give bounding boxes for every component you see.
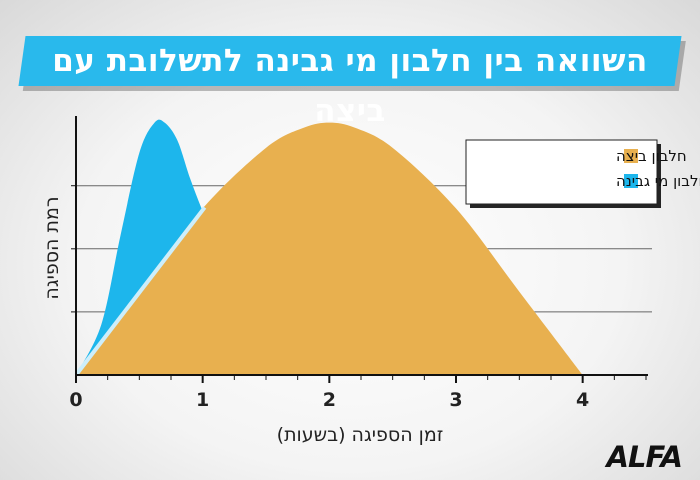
series-area-egg bbox=[76, 122, 583, 375]
legend-label-whey: חלבון מי גבינה bbox=[616, 172, 700, 190]
legend-swatch-whey bbox=[624, 174, 638, 188]
x-tick-label-4: 4 bbox=[576, 389, 589, 411]
x-axis-label: זמן הספיגה (בשעות) bbox=[277, 424, 444, 446]
legend: חלבון ביצה חלבון מי גבינה bbox=[465, 139, 700, 208]
axes bbox=[71, 116, 648, 383]
series-areas bbox=[74, 119, 583, 377]
x-tick-label-0: 0 bbox=[69, 389, 82, 411]
legend-swatch-egg bbox=[624, 149, 638, 163]
chart-title: השוואה בין חלבון מי גבינה לתשלובת עם ביצ… bbox=[52, 43, 648, 129]
brand-logo: ALFA bbox=[606, 440, 683, 474]
x-tick-labels: 0 1 2 3 4 bbox=[69, 389, 589, 411]
x-tick-label-2: 2 bbox=[323, 389, 336, 411]
x-tick-label-1: 1 bbox=[196, 389, 209, 411]
legend-label-egg: חלבון ביצה bbox=[616, 147, 687, 165]
x-tick-label-3: 3 bbox=[449, 389, 462, 411]
overlap-edge-line bbox=[74, 206, 207, 377]
y-axis-label: רמת הספיגה bbox=[41, 196, 63, 299]
